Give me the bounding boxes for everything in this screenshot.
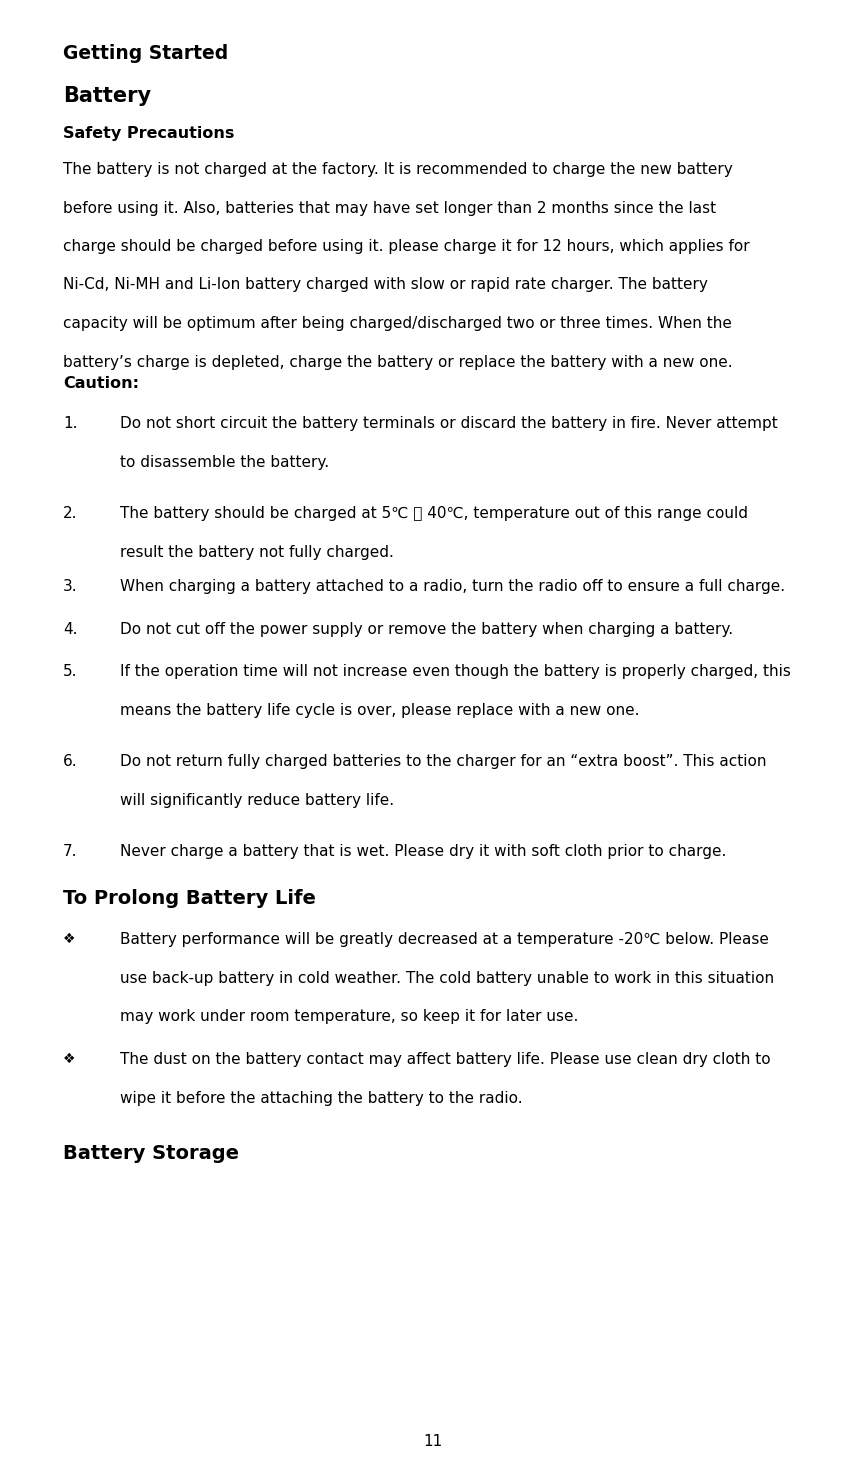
Text: 6.: 6. xyxy=(63,755,78,769)
Text: Battery: Battery xyxy=(63,85,151,106)
Text: 7.: 7. xyxy=(63,845,78,859)
Text: Do not short circuit the battery terminals or discard the battery in fire. Never: Do not short circuit the battery termina… xyxy=(120,416,778,430)
Text: wipe it before the attaching the battery to the radio.: wipe it before the attaching the battery… xyxy=(120,1091,522,1106)
Text: Battery Storage: Battery Storage xyxy=(63,1144,239,1163)
Text: to disassemble the battery.: to disassemble the battery. xyxy=(120,454,329,470)
Text: The dust on the battery contact may affect battery life. Please use clean dry cl: The dust on the battery contact may affe… xyxy=(120,1052,771,1067)
Text: capacity will be optimum after being charged/discharged two or three times. When: capacity will be optimum after being cha… xyxy=(63,315,732,332)
Text: may work under room temperature, so keep it for later use.: may work under room temperature, so keep… xyxy=(120,1010,579,1024)
Text: Do not return fully charged batteries to the charger for an “extra boost”. This : Do not return fully charged batteries to… xyxy=(120,755,766,769)
Text: To Prolong Battery Life: To Prolong Battery Life xyxy=(63,889,316,908)
Text: 1.: 1. xyxy=(63,416,78,430)
Text: use back-up battery in cold weather. The cold battery unable to work in this sit: use back-up battery in cold weather. The… xyxy=(120,970,774,986)
Text: before using it. Also, batteries that may have set longer than 2 months since th: before using it. Also, batteries that ma… xyxy=(63,200,716,215)
Text: Caution:: Caution: xyxy=(63,376,139,391)
Text: charge should be charged before using it. please charge it for 12 hours, which a: charge should be charged before using it… xyxy=(63,239,750,254)
Text: Ni-Cd, Ni-MH and Li-Ion battery charged with slow or rapid rate charger. The bat: Ni-Cd, Ni-MH and Li-Ion battery charged … xyxy=(63,277,708,292)
Text: 11: 11 xyxy=(423,1434,442,1449)
Text: Getting Started: Getting Started xyxy=(63,44,228,63)
Text: 5.: 5. xyxy=(63,663,78,680)
Text: Do not cut off the power supply or remove the battery when charging a battery.: Do not cut off the power supply or remov… xyxy=(120,622,734,637)
Text: When charging a battery attached to a radio, turn the radio off to ensure a full: When charging a battery attached to a ra… xyxy=(120,579,785,594)
Text: 4.: 4. xyxy=(63,622,78,637)
Text: Safety Precautions: Safety Precautions xyxy=(63,125,234,142)
Text: ❖: ❖ xyxy=(63,932,75,946)
Text: The battery should be charged at 5℃ ～ 40℃, temperature out of this range could: The battery should be charged at 5℃ ～ 40… xyxy=(120,506,748,520)
Text: If the operation time will not increase even though the battery is properly char: If the operation time will not increase … xyxy=(120,663,791,680)
Text: battery’s charge is depleted, charge the battery or replace the battery with a n: battery’s charge is depleted, charge the… xyxy=(63,355,733,370)
Text: 3.: 3. xyxy=(63,579,78,594)
Text: ❖: ❖ xyxy=(63,1052,75,1066)
Text: Never charge a battery that is wet. Please dry it with soft cloth prior to charg: Never charge a battery that is wet. Plea… xyxy=(120,845,727,859)
Text: will significantly reduce battery life.: will significantly reduce battery life. xyxy=(120,793,394,808)
Text: 2.: 2. xyxy=(63,506,78,520)
Text: Battery performance will be greatly decreased at a temperature -20℃ below. Pleas: Battery performance will be greatly decr… xyxy=(120,932,769,946)
Text: means the battery life cycle is over, please replace with a new one.: means the battery life cycle is over, pl… xyxy=(120,703,639,718)
Text: result the battery not fully charged.: result the battery not fully charged. xyxy=(120,544,394,560)
Text: The battery is not charged at the factory. It is recommended to charge the new b: The battery is not charged at the factor… xyxy=(63,162,733,177)
